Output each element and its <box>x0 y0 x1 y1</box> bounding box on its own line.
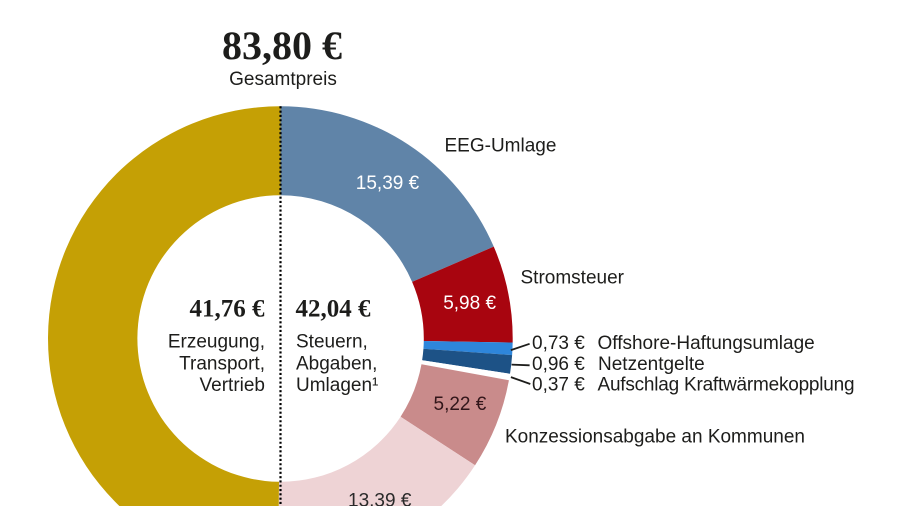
svg-text:Offshore-Haftungsumlage: Offshore-Haftungsumlage <box>598 333 815 354</box>
svg-text:41,76 €: 41,76 € <box>190 296 266 323</box>
svg-text:13,39 €: 13,39 € <box>348 491 412 506</box>
svg-text:5,98 €: 5,98 € <box>443 293 496 314</box>
svg-text:Aufschlag Kraftwärmekopplung: Aufschlag Kraftwärmekopplung <box>598 375 855 396</box>
svg-text:Umlagen¹: Umlagen¹ <box>296 375 378 396</box>
svg-text:EEG-Umlage: EEG-Umlage <box>445 136 557 157</box>
svg-text:Transport,: Transport, <box>179 353 265 374</box>
svg-text:Stromsteuer: Stromsteuer <box>521 267 625 288</box>
svg-text:15,39 €: 15,39 € <box>356 173 420 194</box>
svg-text:Gesamtpreis: Gesamtpreis <box>229 69 337 90</box>
svg-text:Erzeugung,: Erzeugung, <box>168 332 265 353</box>
svg-text:5,22 €: 5,22 € <box>434 394 487 415</box>
svg-text:0,37 €: 0,37 € <box>532 375 585 396</box>
svg-text:Abgaben,: Abgaben, <box>296 353 377 374</box>
svg-text:0,73 €: 0,73 € <box>532 333 585 354</box>
svg-text:Steuern,: Steuern, <box>296 332 368 353</box>
svg-text:0,96 €: 0,96 € <box>532 354 585 375</box>
svg-text:Netzentgelte: Netzentgelte <box>598 354 705 375</box>
svg-text:42,04 €: 42,04 € <box>296 296 372 323</box>
svg-text:Konzessionsabgabe an Kommunen: Konzessionsabgabe an Kommunen <box>505 427 805 448</box>
svg-text:83,80 €: 83,80 € <box>222 23 342 68</box>
svg-text:Vertrieb: Vertrieb <box>200 375 265 396</box>
